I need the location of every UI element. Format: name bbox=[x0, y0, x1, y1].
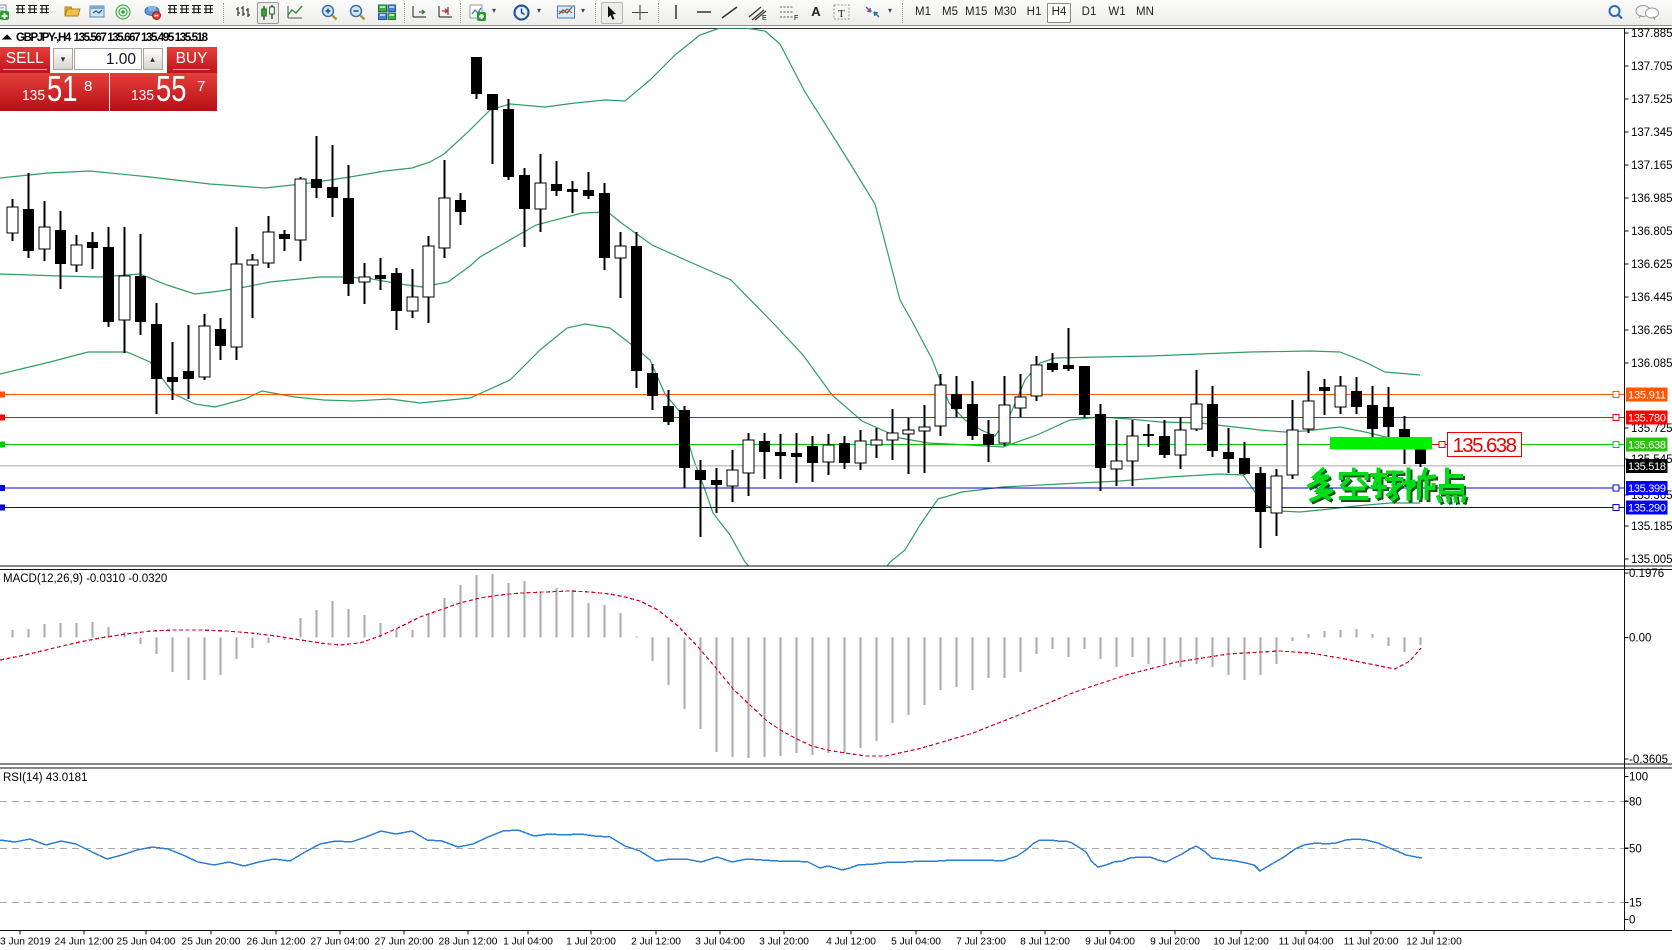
svg-text:26 Jun 12:00: 26 Jun 12:00 bbox=[247, 937, 306, 948]
svg-text:137.525: 137.525 bbox=[1631, 94, 1672, 106]
svg-text:1 Jul 04:00: 1 Jul 04:00 bbox=[503, 937, 553, 948]
svg-text:28 Jun 12:00: 28 Jun 12:00 bbox=[439, 937, 498, 948]
svg-text:137.165: 137.165 bbox=[1631, 160, 1672, 172]
svg-text:27 Jun 04:00: 27 Jun 04:00 bbox=[311, 937, 370, 948]
svg-text:135.290: 135.290 bbox=[1628, 503, 1666, 515]
svg-text:8 Jul 12:00: 8 Jul 12:00 bbox=[1020, 937, 1070, 948]
svg-text:1 Jul 20:00: 1 Jul 20:00 bbox=[566, 937, 616, 948]
svg-text:0.1976: 0.1976 bbox=[1629, 568, 1664, 580]
svg-text:135.911: 135.911 bbox=[1628, 390, 1666, 402]
svg-text:50: 50 bbox=[1629, 843, 1642, 855]
svg-text:11 Jul 20:00: 11 Jul 20:00 bbox=[1344, 937, 1399, 948]
svg-text:9 Jul 04:00: 9 Jul 04:00 bbox=[1085, 937, 1135, 948]
svg-text:F: F bbox=[794, 15, 798, 22]
svg-text:135.005: 135.005 bbox=[1631, 554, 1672, 566]
svg-text:MACD(12,26,9) -0.0310 -0.0320: MACD(12,26,9) -0.0310 -0.0320 bbox=[3, 573, 167, 585]
svg-text:E: E bbox=[762, 15, 767, 22]
svg-text:24 Jun 12:00: 24 Jun 12:00 bbox=[55, 937, 114, 948]
svg-text:137.345: 137.345 bbox=[1631, 127, 1672, 139]
svg-text:15: 15 bbox=[1629, 898, 1642, 910]
svg-text:5 Jul 04:00: 5 Jul 04:00 bbox=[891, 937, 941, 948]
svg-text:T: T bbox=[838, 8, 845, 20]
svg-text:12 Jul 12:00: 12 Jul 12:00 bbox=[1406, 937, 1462, 948]
svg-text:136.445: 136.445 bbox=[1631, 292, 1672, 304]
svg-text:136.085: 136.085 bbox=[1631, 358, 1672, 370]
svg-text:136.985: 136.985 bbox=[1631, 193, 1672, 205]
svg-text:GBPJPY-,H4 135.567 135.667 13: GBPJPY-,H4 135.567 135.667 135.495 135.5… bbox=[16, 32, 209, 44]
svg-text:RSI(14) 43.0181: RSI(14) 43.0181 bbox=[3, 772, 87, 784]
svg-text:100: 100 bbox=[1629, 772, 1648, 784]
svg-text:0.00: 0.00 bbox=[1629, 633, 1651, 645]
svg-text:3 Jun 2019: 3 Jun 2019 bbox=[0, 937, 51, 948]
svg-text:137.885: 137.885 bbox=[1631, 28, 1672, 40]
svg-text:135.399: 135.399 bbox=[1628, 483, 1666, 495]
svg-text:25 Jun 04:00: 25 Jun 04:00 bbox=[117, 937, 176, 948]
svg-text:7 Jul 23:00: 7 Jul 23:00 bbox=[956, 937, 1006, 948]
svg-text:27 Jun 20:00: 27 Jun 20:00 bbox=[375, 937, 434, 948]
svg-text:11 Jul 04:00: 11 Jul 04:00 bbox=[1279, 937, 1334, 948]
svg-text:137.705: 137.705 bbox=[1631, 61, 1672, 73]
svg-text:2 Jul 12:00: 2 Jul 12:00 bbox=[631, 937, 681, 948]
svg-text:9 Jul 20:00: 9 Jul 20:00 bbox=[1150, 937, 1200, 948]
svg-text:25 Jun 20:00: 25 Jun 20:00 bbox=[182, 937, 241, 948]
svg-text:135.638: 135.638 bbox=[1628, 440, 1666, 452]
svg-text:136.625: 136.625 bbox=[1631, 259, 1672, 271]
svg-text:4 Jul 12:00: 4 Jul 12:00 bbox=[826, 937, 876, 948]
svg-text:80: 80 bbox=[1629, 796, 1642, 808]
svg-text:135.518: 135.518 bbox=[1628, 461, 1666, 473]
svg-text:10 Jul 12:00: 10 Jul 12:00 bbox=[1213, 937, 1269, 948]
svg-text:135.185: 135.185 bbox=[1631, 521, 1672, 533]
svg-text:3 Jul 04:00: 3 Jul 04:00 bbox=[695, 937, 745, 948]
svg-text:135.780: 135.780 bbox=[1628, 413, 1666, 425]
svg-text:135.725: 135.725 bbox=[1631, 423, 1672, 435]
svg-text:135.638: 135.638 bbox=[1453, 434, 1518, 457]
svg-text:3 Jul 20:00: 3 Jul 20:00 bbox=[759, 937, 809, 948]
svg-text:136.805: 136.805 bbox=[1631, 226, 1672, 238]
svg-text:-0.3605: -0.3605 bbox=[1629, 754, 1668, 766]
svg-text:0: 0 bbox=[1629, 915, 1635, 927]
svg-text:136.265: 136.265 bbox=[1631, 325, 1672, 337]
